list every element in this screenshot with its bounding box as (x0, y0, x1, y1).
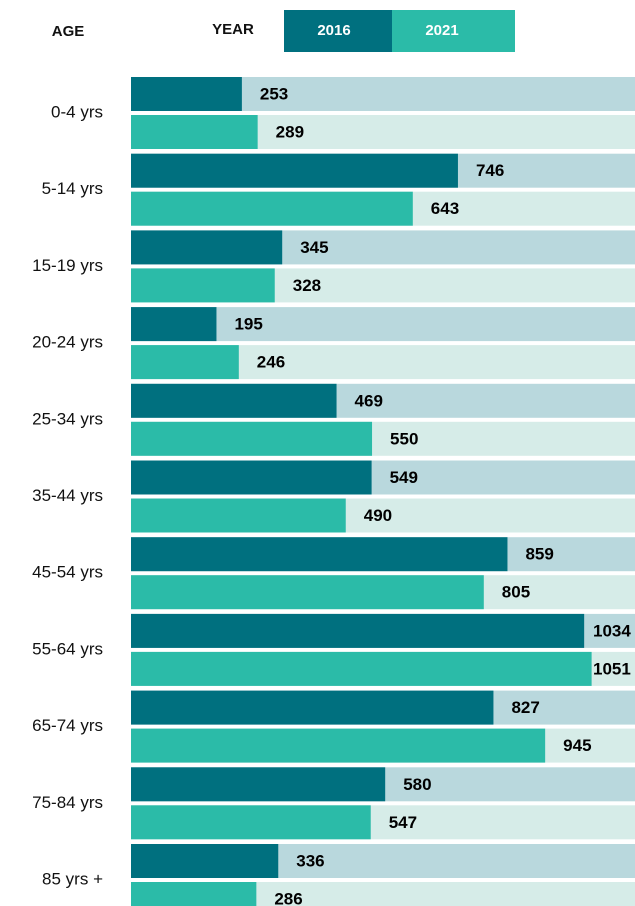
bar (131, 153, 458, 188)
category-label: 0-4 yrs (51, 102, 103, 121)
category-label: 15-19 yrs (32, 256, 103, 275)
bar (131, 383, 337, 418)
category-label: 20-24 yrs (32, 333, 103, 352)
legend-title: YEAR (212, 21, 254, 38)
bar (131, 77, 242, 111)
bar (131, 613, 585, 648)
value-label: 643 (431, 199, 459, 218)
category-label: 55-64 yrs (32, 639, 103, 658)
legend-swatch (392, 10, 515, 52)
bar (131, 767, 386, 802)
value-label: 286 (274, 889, 302, 906)
value-label: 1034 (593, 621, 631, 640)
bar (131, 690, 494, 725)
bar (131, 421, 373, 456)
value-label: 549 (390, 468, 418, 487)
axis-label: AGE (52, 23, 85, 40)
bar (131, 651, 592, 686)
value-label: 328 (293, 276, 321, 295)
value-label: 547 (389, 813, 417, 832)
category-label: 5-14 yrs (42, 179, 103, 198)
category-label: 45-54 yrs (32, 563, 103, 582)
bar (131, 537, 508, 572)
value-label: 859 (525, 545, 553, 564)
bar (131, 345, 239, 380)
category-label: 75-84 yrs (32, 793, 103, 812)
bar (131, 805, 371, 840)
value-label: 289 (276, 122, 304, 141)
category-label: 65-74 yrs (32, 716, 103, 735)
value-label: 805 (502, 583, 530, 602)
legend-label: 2016 (317, 22, 350, 39)
bar (131, 268, 275, 303)
value-label: 336 (296, 851, 324, 870)
value-label: 1051 (593, 659, 631, 678)
category-label: 35-44 yrs (32, 486, 103, 505)
bar (131, 575, 484, 610)
value-label: 945 (563, 736, 591, 755)
value-label: 746 (476, 161, 504, 180)
legend-swatch (284, 10, 392, 52)
bar (131, 307, 217, 342)
bar (131, 191, 413, 226)
bar (131, 728, 546, 763)
bar (131, 882, 257, 906)
value-label: 550 (390, 429, 418, 448)
value-label: 580 (403, 775, 431, 794)
bar (131, 115, 258, 149)
bar (131, 498, 346, 533)
value-label: 253 (260, 84, 288, 103)
value-label: 827 (511, 698, 539, 717)
value-label: 490 (364, 506, 392, 525)
bar (131, 844, 279, 878)
value-label: 195 (234, 315, 262, 334)
bar (131, 460, 372, 495)
bar (131, 230, 283, 265)
category-label: 25-34 yrs (32, 409, 103, 428)
value-label: 345 (300, 238, 328, 257)
category-label: 85 yrs + (42, 869, 103, 888)
value-label: 469 (355, 391, 383, 410)
legend-label: 2021 (425, 22, 458, 39)
value-label: 246 (257, 353, 285, 372)
